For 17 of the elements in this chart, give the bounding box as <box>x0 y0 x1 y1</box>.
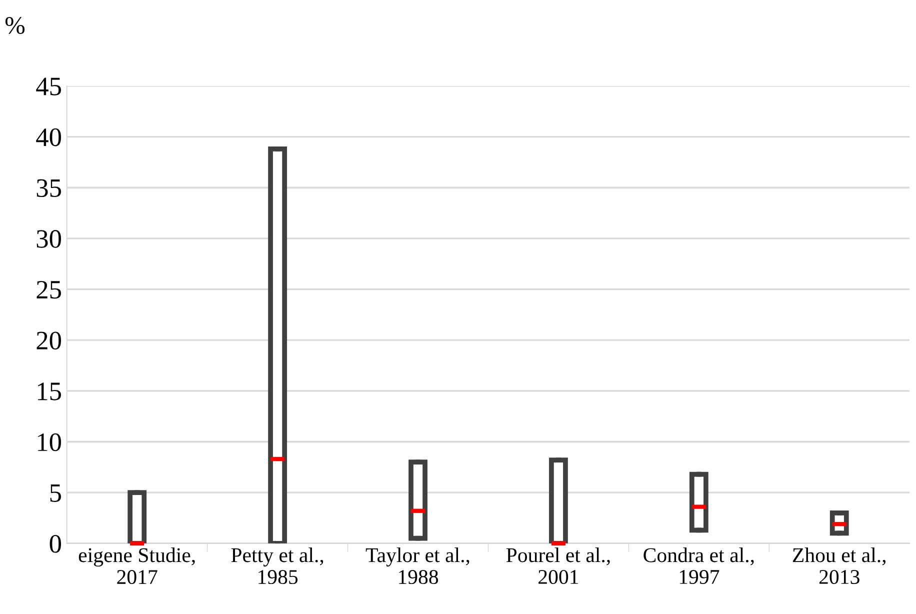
y-axis-title: % <box>5 17 25 34</box>
x-tick-label: Taylor et al., 1988 <box>366 548 470 584</box>
y-tick-label: 40 <box>36 128 61 146</box>
x-tick-label: Zhou et al., 2013 <box>792 548 886 584</box>
y-tick-label: 30 <box>36 230 61 248</box>
x-tick-label: eigene Studie, 2017 <box>78 548 195 584</box>
y-tick-label: 10 <box>38 433 61 452</box>
y-tick-label: 15 <box>38 382 61 400</box>
x-tick-label: Condra et al., 1997 <box>644 548 754 584</box>
x-tick-label: Pourel et al., 2001 <box>506 548 610 584</box>
y-tick-label: 35 <box>36 179 61 198</box>
y-tick-label: 5 <box>50 484 61 502</box>
y-tick-label: 20 <box>36 332 61 350</box>
x-tick-label: Petty et al., 1985 <box>231 548 324 584</box>
y-tick-label: 0 <box>50 534 61 553</box>
y-tick-label: 25 <box>36 280 61 299</box>
y-tick-label: 45 <box>36 78 61 96</box>
